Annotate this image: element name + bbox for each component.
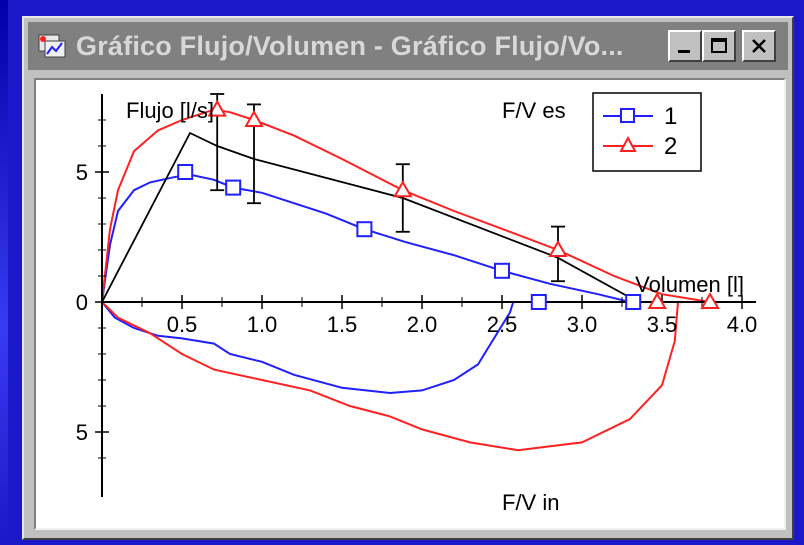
legend-marker-2 xyxy=(619,135,637,152)
maximize-button[interactable] xyxy=(702,30,736,62)
inspiratory-label: F/V in xyxy=(502,490,559,515)
series-2-expiratory-line xyxy=(101,108,711,303)
x-tick-label-3: 2.0 xyxy=(407,312,438,337)
desktop-strip xyxy=(0,0,8,545)
window-title: Gráfico Flujo/Volumen - Gráfico Flujo/Vo… xyxy=(76,30,624,61)
series-2-point-4 xyxy=(647,291,667,309)
chart-window: Gráfico Flujo/Volumen - Gráfico Flujo/Vo… xyxy=(22,16,794,540)
x-tick-label-5: 3.0 xyxy=(567,312,598,337)
x-tick-label-6: 3.5 xyxy=(647,312,678,337)
series-2-inspiratory-line xyxy=(101,301,679,452)
series-1-point-2 xyxy=(356,221,373,238)
x-tick-label-7: 4.0 xyxy=(727,312,758,337)
minimize-icon xyxy=(678,50,690,53)
x-tick-label-0: 0.5 xyxy=(167,312,198,337)
expiratory-label: F/V es xyxy=(502,98,566,123)
x-axis-label: Volumen [l] xyxy=(635,272,744,297)
x-tick-label-1: 1.0 xyxy=(247,312,278,337)
title-bar[interactable]: Gráfico Flujo/Volumen - Gráfico Flujo/Vo… xyxy=(28,22,788,70)
series-2-point-1 xyxy=(244,109,264,127)
plot-area: 0.5 1.0 1.5 2.0 2.5 3.0 3.5 4.0 5 0 5 Flujo [l/s] … xyxy=(34,78,786,530)
y-tick-label-0: 5 xyxy=(76,160,88,185)
legend-label-2: 2 xyxy=(664,133,677,160)
app-icon xyxy=(34,28,70,64)
series-1-expiratory-line xyxy=(101,173,631,303)
legend-box xyxy=(592,92,702,172)
series-1-point-5 xyxy=(625,294,642,310)
axes-layer: 0.5 1.0 1.5 2.0 2.5 3.0 3.5 4.0 5 0 5 xyxy=(76,94,758,497)
legend-marker-1 xyxy=(620,108,635,123)
maximize-icon xyxy=(711,38,727,53)
x-tick-label-4: 2.5 xyxy=(487,312,518,337)
y-tick-label-1: 0 xyxy=(76,290,88,315)
series-1-point-1 xyxy=(225,179,242,196)
series-1-inspiratory-line xyxy=(101,301,515,395)
legend-label-1: 1 xyxy=(664,103,677,130)
x-tick-label-2: 1.5 xyxy=(327,312,358,337)
legend: 1 2 xyxy=(592,92,702,172)
series-2-point-2 xyxy=(393,180,413,198)
y-axis-label: Flujo [l/s] xyxy=(126,98,214,123)
series-1-point-0 xyxy=(177,164,194,180)
close-icon xyxy=(752,39,766,53)
minimize-button[interactable] xyxy=(668,30,702,62)
series-2-point-0 xyxy=(207,99,227,117)
series-1-point-3 xyxy=(494,262,510,279)
series-1-point-4 xyxy=(530,294,547,310)
series-2-point-5 xyxy=(700,291,720,309)
close-button[interactable] xyxy=(742,30,776,62)
series-2-point-3 xyxy=(548,239,568,257)
markers-layer xyxy=(177,93,720,310)
y-tick-label-2: 5 xyxy=(76,420,88,445)
